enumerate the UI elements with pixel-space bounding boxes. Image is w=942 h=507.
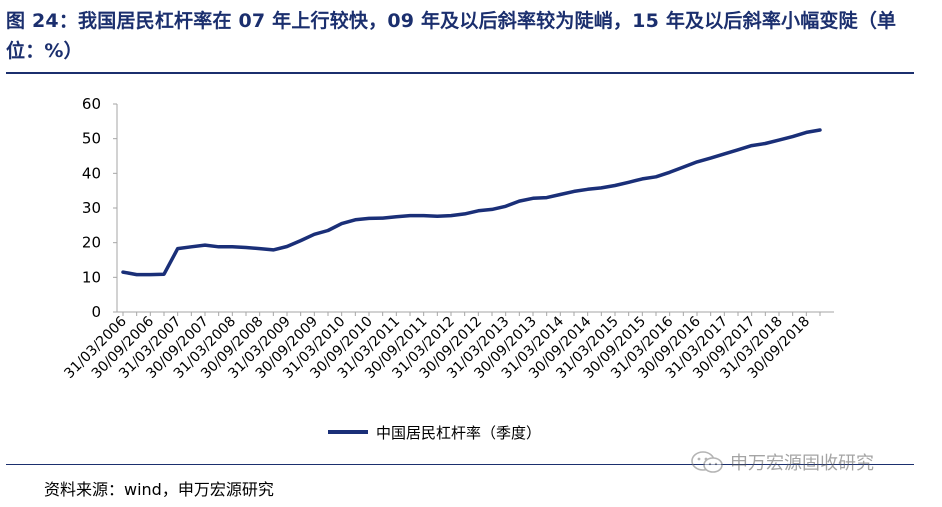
source-note: 资料来源：wind，申万宏源研究 xyxy=(44,480,274,499)
footer-rule xyxy=(6,464,914,465)
y-ticks: 0 10 20 30 40 50 60 xyxy=(82,95,117,321)
x-ticks: 31/03/200630/09/200631/03/200730/09/2007… xyxy=(61,312,821,382)
series-group xyxy=(121,128,822,277)
legend-label: 中国居民杠杆率（季度） xyxy=(376,424,541,442)
y-tick-label: 10 xyxy=(82,268,101,286)
y-tick-label: 0 xyxy=(91,303,101,321)
watermark: 申万宏源固收研究 xyxy=(690,449,874,475)
y-tick-label: 30 xyxy=(82,199,101,217)
series-line-0 xyxy=(121,128,822,277)
title-rule xyxy=(6,72,914,74)
y-tick-label: 60 xyxy=(82,95,101,113)
figure-title: 图 24：我国居民杠杆率在 07 年上行较快，09 年及以后斜率较为陡峭，15 … xyxy=(6,10,897,62)
watermark-text: 申万宏源固收研究 xyxy=(730,453,874,474)
y-axis: 0 10 20 30 40 50 60 xyxy=(82,95,118,321)
y-tick-label: 20 xyxy=(82,234,101,252)
wechat-icon xyxy=(691,451,723,473)
x-axis: 31/03/200630/09/200631/03/200730/09/2007… xyxy=(61,311,834,382)
y-tick-label: 50 xyxy=(82,130,101,148)
legend: 中国居民杠杆率（季度） xyxy=(328,424,541,442)
y-tick-label: 40 xyxy=(82,164,101,182)
